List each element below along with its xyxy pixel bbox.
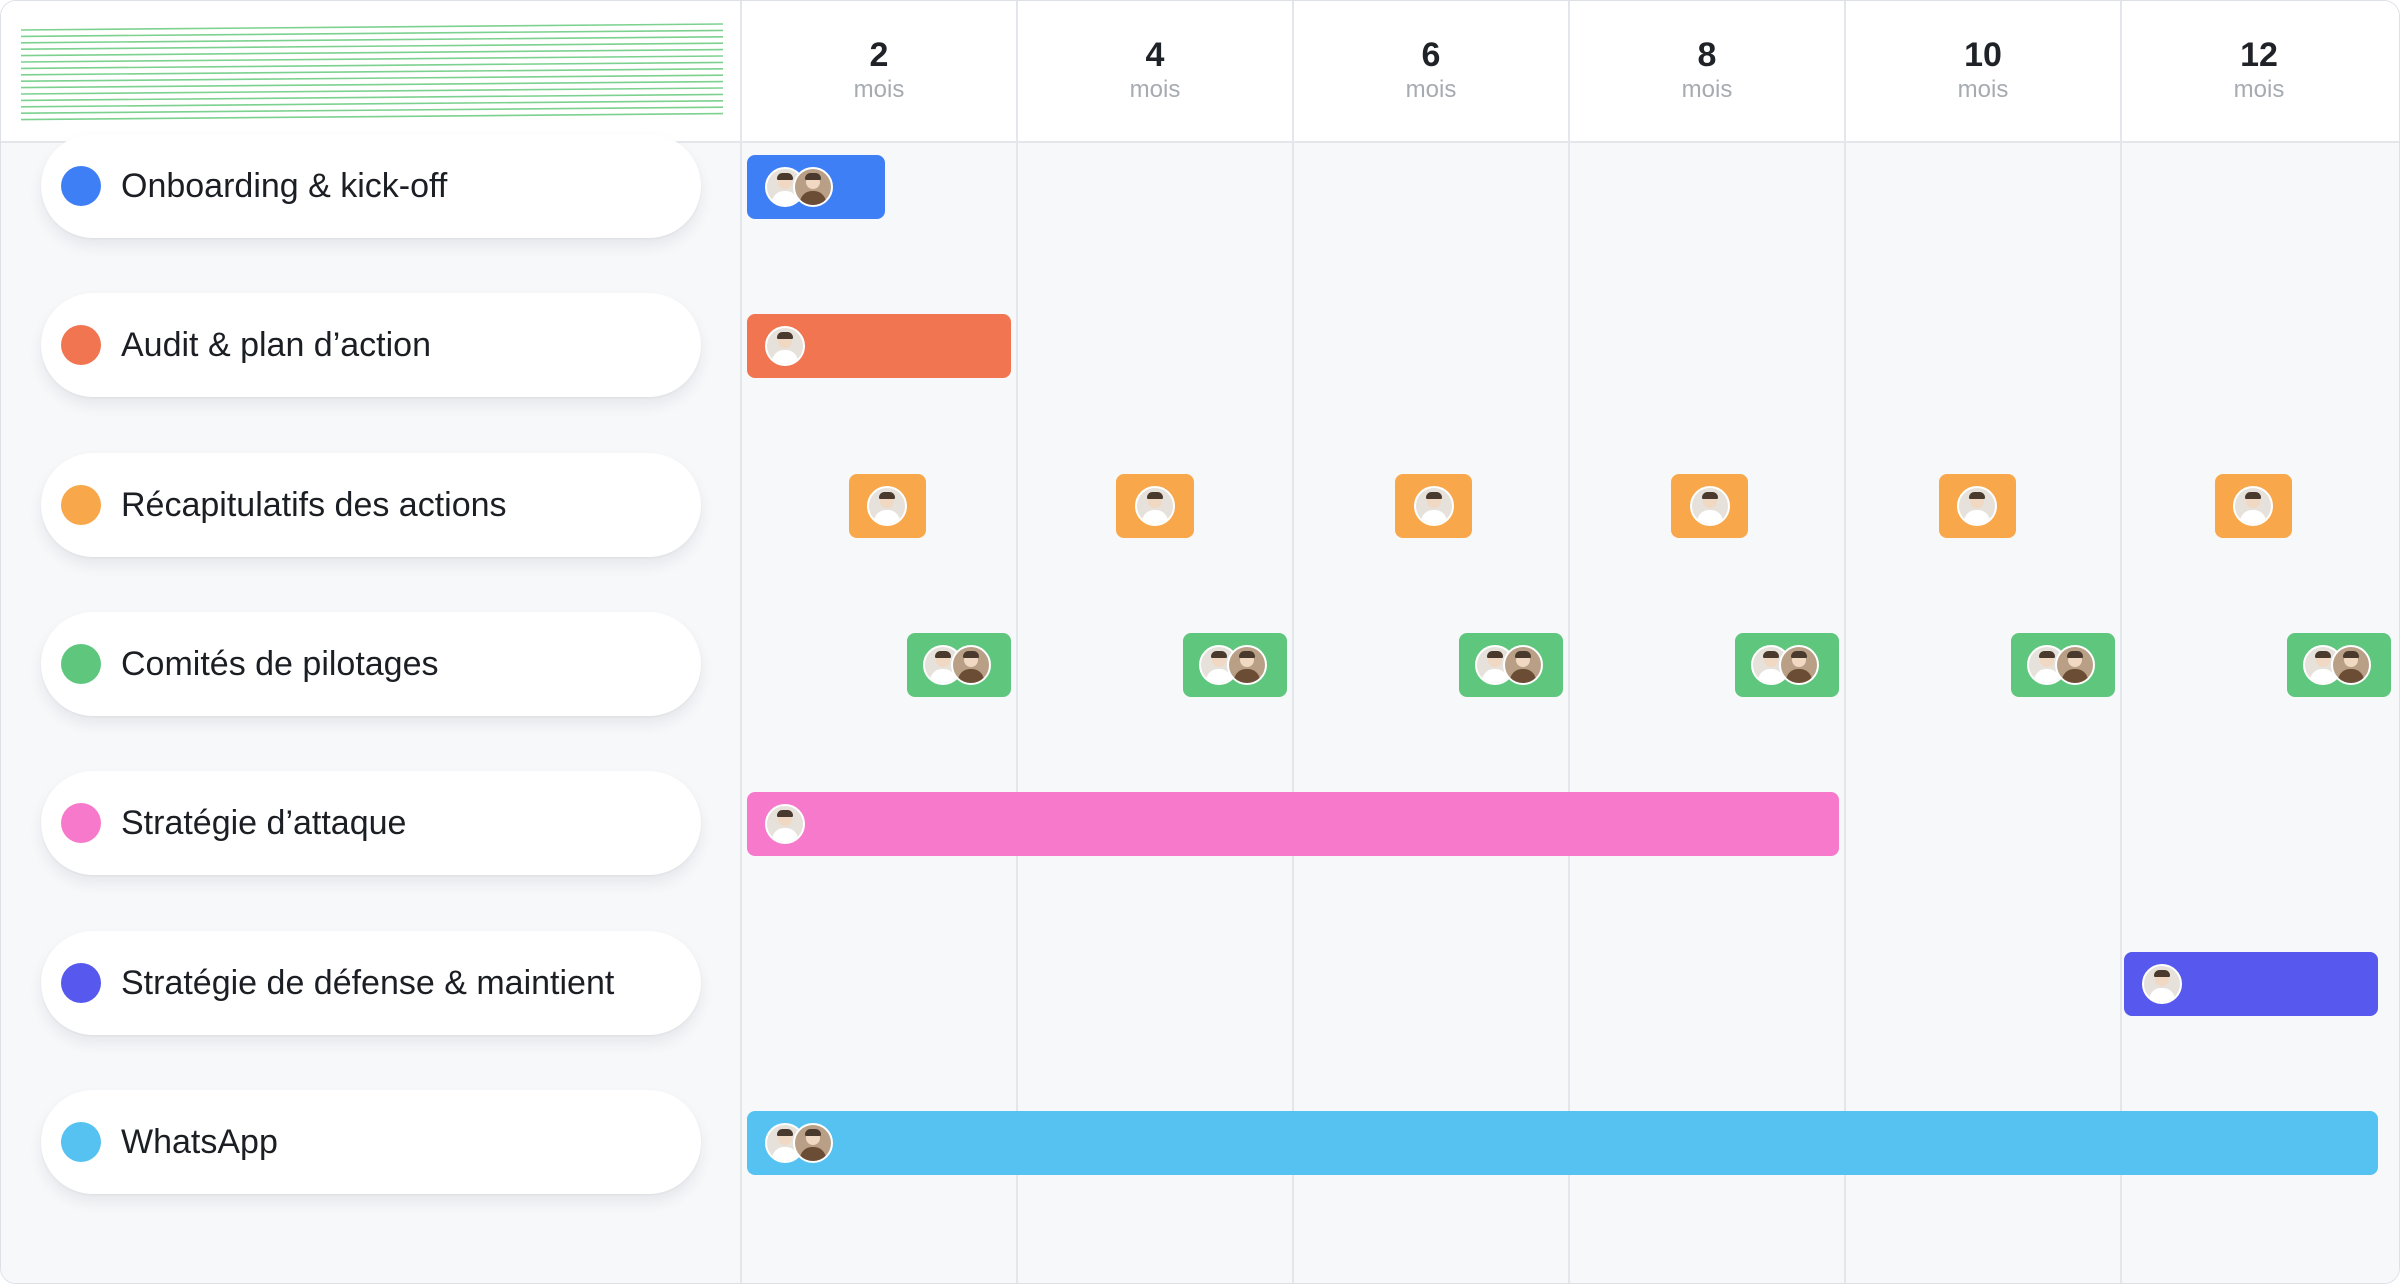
column-divider xyxy=(1016,1,1018,1283)
avatar xyxy=(764,804,805,845)
stripe-line xyxy=(21,112,723,121)
decorative-stripes xyxy=(21,23,723,121)
stripe-line xyxy=(21,106,723,114)
task-color-dot xyxy=(61,1121,101,1162)
task-color-dot xyxy=(61,166,101,206)
task-bar[interactable] xyxy=(2214,473,2293,538)
stripe-line xyxy=(21,68,723,76)
column-divider xyxy=(2120,1,2122,1283)
task-bar[interactable] xyxy=(746,1110,2378,1175)
avatar xyxy=(764,326,805,367)
task-bar[interactable] xyxy=(746,314,1012,379)
task-bar[interactable] xyxy=(1395,473,1473,538)
avatar xyxy=(2233,485,2274,526)
task-color-dot xyxy=(61,803,101,844)
stripe-line xyxy=(21,55,723,63)
month-unit: mois xyxy=(1129,76,1181,103)
stripe-line xyxy=(21,29,723,38)
task-name: WhatsApp xyxy=(121,1122,278,1161)
month-tick: 2 mois xyxy=(741,35,1017,105)
task-bar[interactable] xyxy=(2010,632,2116,697)
header-divider xyxy=(1,141,2399,143)
task-label-pill[interactable]: Audit & plan d’action xyxy=(41,293,701,398)
month-number: 10 xyxy=(1964,36,2002,74)
stripe-line xyxy=(21,100,723,108)
task-name: Audit & plan d’action xyxy=(121,326,431,365)
avatar xyxy=(792,167,833,207)
month-unit: mois xyxy=(2233,76,2285,103)
column-divider xyxy=(1292,1,1294,1283)
avatar xyxy=(1227,644,1268,685)
task-name: Stratégie d’attaque xyxy=(121,804,407,843)
task-bar[interactable] xyxy=(1182,632,1288,697)
avatar xyxy=(867,485,908,526)
task-name: Onboarding & kick-off xyxy=(121,167,448,205)
month-tick: 12 mois xyxy=(2121,35,2397,105)
task-bar[interactable] xyxy=(2286,632,2392,697)
month-number: 4 xyxy=(1145,36,1165,74)
task-color-dot xyxy=(61,325,101,366)
avatar xyxy=(1134,485,1175,526)
stripe-line xyxy=(21,74,723,82)
avatar xyxy=(792,1122,833,1163)
task-name: Comités de pilotages xyxy=(121,644,439,683)
stripe-line xyxy=(21,61,723,70)
month-number: 8 xyxy=(1697,36,1717,74)
month-unit: mois xyxy=(1957,76,2009,103)
month-tick: 10 mois xyxy=(1845,35,2121,105)
stripe-line xyxy=(21,48,723,57)
column-divider xyxy=(1844,1,1846,1283)
task-bar[interactable] xyxy=(746,155,885,219)
month-number: 6 xyxy=(1421,36,1441,74)
stripe-line xyxy=(21,80,723,89)
task-color-dot xyxy=(61,962,101,1003)
task-list-header xyxy=(1,1,741,141)
avatar xyxy=(1779,644,1820,685)
month-unit: mois xyxy=(1405,76,1457,103)
task-label-pill[interactable]: WhatsApp xyxy=(41,1089,701,1194)
stripe-line xyxy=(21,93,723,102)
month-number: 2 xyxy=(869,36,889,74)
avatar xyxy=(2331,644,2372,685)
task-name: Stratégie de défense & maintient xyxy=(121,963,615,1002)
stripe-line xyxy=(21,36,723,44)
task-label-pill[interactable]: Stratégie d’attaque xyxy=(41,771,701,876)
stripe-line xyxy=(21,87,723,95)
month-tick: 4 mois xyxy=(1017,35,1293,105)
task-bar[interactable] xyxy=(2123,951,2378,1016)
avatar xyxy=(2141,963,2182,1004)
column-divider xyxy=(1568,1,1570,1283)
avatar xyxy=(2055,644,2096,685)
task-bar[interactable] xyxy=(746,792,1840,857)
task-bar[interactable] xyxy=(1458,632,1564,697)
task-bar[interactable] xyxy=(848,473,926,538)
task-color-dot xyxy=(61,643,101,684)
month-tick: 6 mois xyxy=(1293,35,1569,105)
task-label-pill[interactable]: Récapitulatifs des actions xyxy=(41,452,701,557)
avatar xyxy=(951,644,992,685)
task-bar[interactable] xyxy=(1938,473,2017,538)
task-label-pill[interactable]: Comités de pilotages xyxy=(41,611,701,716)
task-name: Récapitulatifs des actions xyxy=(121,485,507,524)
task-bar[interactable] xyxy=(906,632,1012,697)
task-bar[interactable] xyxy=(1671,473,1749,538)
task-label-pill[interactable]: Stratégie de défense & maintient xyxy=(41,930,701,1035)
task-bar[interactable] xyxy=(1116,473,1194,538)
stripe-line xyxy=(21,42,723,50)
stripe-line xyxy=(21,23,723,31)
month-number: 12 xyxy=(2240,36,2278,74)
column-divider xyxy=(740,1,742,1283)
avatar xyxy=(1503,644,1544,685)
avatar xyxy=(1413,485,1454,526)
avatar xyxy=(1957,485,1998,526)
avatar xyxy=(1689,485,1730,526)
task-label-pill[interactable]: Onboarding & kick-off xyxy=(41,134,701,238)
month-unit: mois xyxy=(1681,76,1733,103)
task-color-dot xyxy=(61,484,101,525)
task-bar[interactable] xyxy=(1734,632,1840,697)
month-unit: mois xyxy=(853,76,905,103)
month-tick: 8 mois xyxy=(1569,35,1845,105)
